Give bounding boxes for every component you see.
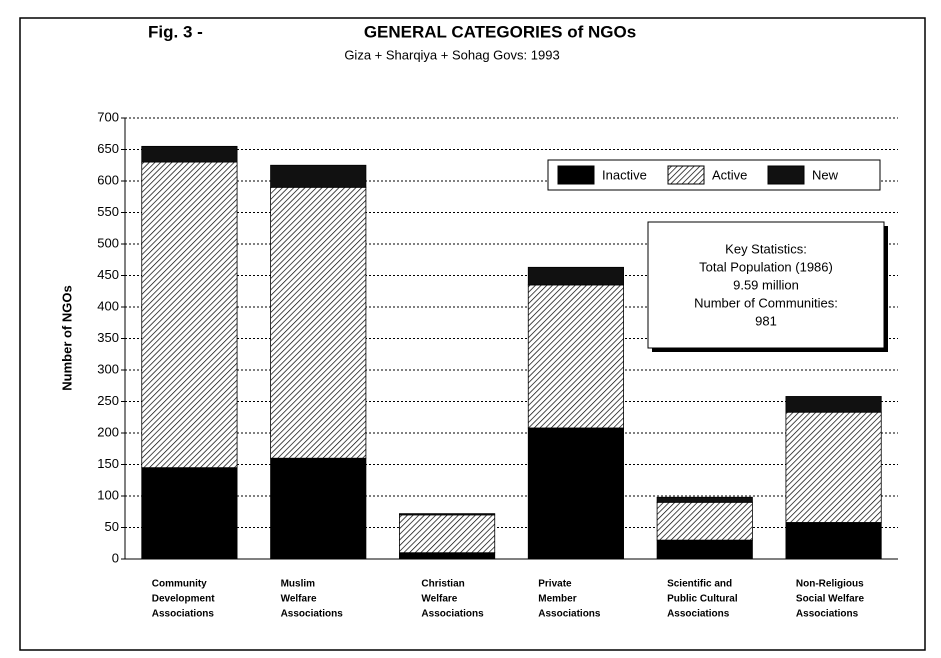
x-tick-label: Development (152, 594, 215, 605)
annotation-line: 9.59 million (733, 277, 799, 292)
x-tick-label: Welfare (421, 594, 457, 605)
x-tick-label: Member (538, 594, 576, 605)
annotation-line: Number of Communities: (694, 295, 838, 310)
x-tick-label: Community (152, 579, 207, 590)
x-tick-label: Social Welfare (796, 594, 865, 605)
y-tick-label: 400 (97, 298, 119, 313)
y-tick-label: 100 (97, 487, 119, 502)
bar-segment (785, 396, 882, 413)
bar-segment (399, 513, 496, 516)
bar-segment (527, 266, 624, 286)
x-tick-label: Associations (152, 609, 215, 620)
legend-swatch (767, 165, 805, 185)
legend-box (547, 159, 881, 191)
bar-segment (785, 522, 882, 560)
figure-label: Fig. 3 - (148, 22, 203, 41)
y-tick-label: 650 (97, 141, 119, 156)
legend-label: Inactive (602, 167, 647, 182)
y-tick-label: 300 (97, 361, 119, 376)
legend-label: New (812, 167, 839, 182)
x-tick-label: Christian (421, 579, 464, 590)
y-tick-label: 200 (97, 424, 119, 439)
x-tick-label: Associations (796, 609, 859, 620)
bar-segment (141, 161, 238, 469)
y-tick-label: 350 (97, 330, 119, 345)
x-tick-label: Associations (538, 609, 601, 620)
x-tick-label: Non-Religious (796, 579, 864, 590)
annotation-line: Total Population (1986) (699, 259, 833, 274)
chart-subtitle: Giza + Sharqiya + Sohag Govs: 1993 (344, 47, 559, 62)
legend-label: Active (712, 167, 747, 182)
bar-segment (141, 467, 238, 560)
frame (19, 17, 926, 651)
x-tick-label: Associations (421, 609, 484, 620)
annotation-box (647, 221, 885, 349)
bar-segment (141, 145, 238, 163)
bar-segment (527, 427, 624, 560)
y-tick-label: 700 (97, 109, 119, 124)
y-axis-label: Number of NGOs (59, 285, 74, 390)
y-tick-label: 550 (97, 204, 119, 219)
bar-segment (656, 539, 753, 560)
bar-segment (399, 552, 496, 560)
bar-segment (270, 186, 367, 459)
x-tick-label: Muslim (281, 579, 316, 590)
x-tick-label: Scientific and (667, 579, 732, 590)
y-tick-label: 250 (97, 393, 119, 408)
y-tick-label: 150 (97, 456, 119, 471)
legend-swatch (557, 165, 595, 185)
y-tick-label: 50 (105, 519, 119, 534)
legend-swatch (667, 165, 705, 185)
bar-segment (399, 514, 496, 554)
bar-segment (656, 496, 753, 503)
chart-title: GENERAL CATEGORIES of NGOs (364, 22, 636, 41)
bar-segment (527, 284, 624, 429)
x-tick-label: Private (538, 579, 572, 590)
x-tick-label: Public Cultural (667, 594, 738, 605)
x-tick-label: Welfare (281, 594, 317, 605)
bar-segment (270, 457, 367, 560)
bar-segment (785, 411, 882, 523)
bar-segment (270, 164, 367, 188)
y-tick-label: 500 (97, 235, 119, 250)
y-tick-label: 0 (112, 550, 119, 565)
x-tick-label: Associations (281, 609, 344, 620)
y-tick-label: 600 (97, 172, 119, 187)
annotation-line: 981 (755, 313, 777, 328)
y-tick-label: 450 (97, 267, 119, 282)
bar-segment (656, 501, 753, 541)
x-tick-label: Associations (667, 609, 730, 620)
annotation-line: Key Statistics: (725, 241, 807, 256)
